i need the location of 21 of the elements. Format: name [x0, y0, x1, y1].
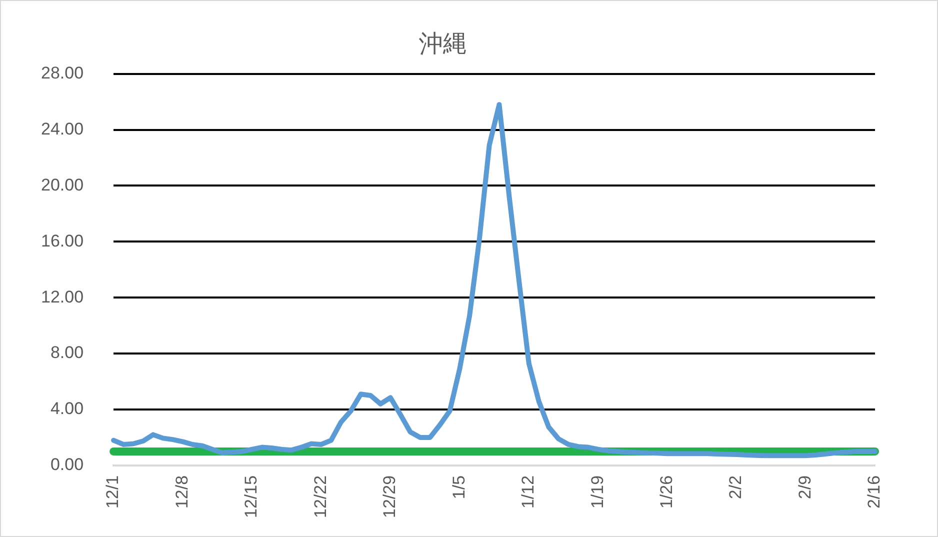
y-tick-label: 24.00 — [40, 119, 84, 138]
x-tick-label: 1/19 — [588, 475, 607, 509]
y-tick-label: 0.00 — [50, 455, 84, 474]
y-tick-label: 20.00 — [40, 175, 84, 194]
x-tick-label: 2/16 — [864, 475, 884, 509]
x-tick-label: 12/15 — [242, 475, 261, 518]
x-tick-label: 12/8 — [172, 475, 192, 509]
y-tick-label: 4.00 — [50, 399, 84, 418]
y-tick-label: 16.00 — [40, 231, 84, 250]
x-tick-label: 12/29 — [380, 475, 400, 518]
x-tick-label: 1/12 — [518, 475, 538, 509]
x-tick-label: 1/26 — [657, 475, 676, 509]
x-tick-label: 2/2 — [726, 475, 746, 500]
y-tick-label: 12.00 — [40, 287, 84, 306]
x-tick-label: 1/5 — [449, 475, 468, 500]
x-tick-label: 2/9 — [795, 475, 814, 500]
y-tick-label: 28.00 — [40, 63, 84, 82]
x-tick-label: 12/22 — [310, 475, 330, 518]
chart-title: 沖縄 — [419, 30, 467, 58]
y-tick-label: 8.00 — [50, 343, 84, 362]
x-tick-label: 12/1 — [103, 475, 122, 509]
